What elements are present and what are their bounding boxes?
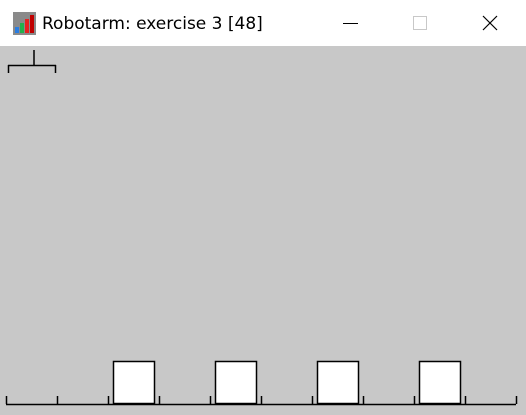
block [316,360,360,405]
maximize-button[interactable] [397,0,443,46]
close-icon [482,15,498,31]
block [418,360,462,405]
block [112,360,156,405]
robot-scene [5,50,518,406]
minimize-icon [343,23,358,24]
title-bar[interactable]: Robotarm: exercise 3 [48] [0,0,526,46]
robot-canvas[interactable] [0,46,526,415]
maximize-icon [413,16,427,30]
minimize-button[interactable] [327,0,373,46]
block [214,360,258,405]
bar-chart-app-icon[interactable] [13,12,36,35]
close-button[interactable] [467,0,513,46]
window-title: Robotarm: exercise 3 [48] [42,14,263,34]
